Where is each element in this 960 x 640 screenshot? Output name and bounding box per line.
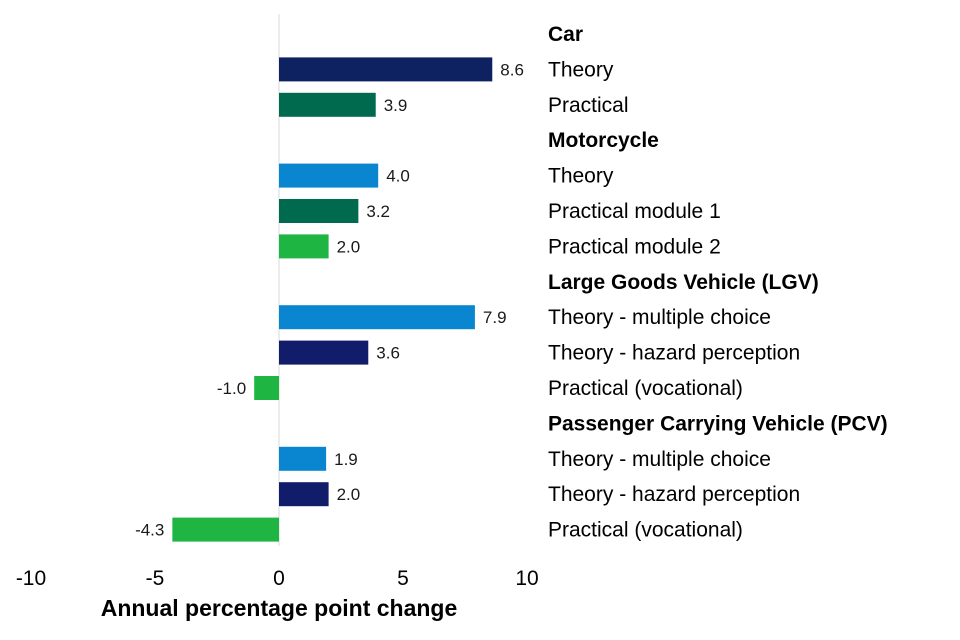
category-label: Theory xyxy=(548,58,614,81)
bar xyxy=(254,376,279,400)
group-label: Car xyxy=(548,23,583,46)
x-tick-label: 5 xyxy=(397,567,409,590)
group-label: Motorcycle xyxy=(548,129,659,152)
bar-value-label: 3.9 xyxy=(384,96,408,115)
bar xyxy=(172,517,279,542)
bar xyxy=(279,234,329,259)
x-tick-label: -5 xyxy=(146,567,165,590)
bar xyxy=(279,305,475,330)
category-label: Practical (vocational) xyxy=(548,519,743,542)
category-label: Theory - hazard perception xyxy=(548,483,800,506)
category-label: Theory - multiple choice xyxy=(548,448,771,471)
category-label: Practical xyxy=(548,94,629,117)
category-label: Theory - multiple choice xyxy=(548,306,771,329)
category-label: Practical module 1 xyxy=(548,200,721,223)
x-tick-label: 10 xyxy=(515,567,538,590)
bar-value-label: 2.0 xyxy=(337,237,361,256)
bar-value-label: 7.9 xyxy=(483,308,507,327)
bar-value-label: 3.2 xyxy=(366,202,390,221)
bar xyxy=(279,446,327,471)
x-tick-label: 0 xyxy=(273,567,285,590)
bar xyxy=(279,92,376,117)
x-tick-label: -10 xyxy=(16,567,46,590)
bar-value-label: 1.9 xyxy=(334,450,358,469)
bar-value-label: 3.6 xyxy=(376,344,400,363)
bar xyxy=(279,163,379,188)
group-label: Passenger Carrying Vehicle (PCV) xyxy=(548,412,888,435)
category-label: Practical module 2 xyxy=(548,235,721,258)
bar-value-label: 4.0 xyxy=(386,167,410,186)
category-label: Practical (vocational) xyxy=(548,377,743,400)
bar-value-label: 2.0 xyxy=(337,485,361,504)
category-label: Theory - hazard perception xyxy=(548,342,800,365)
bar-value-label: 8.6 xyxy=(500,60,524,79)
x-axis-title: Annual percentage point change xyxy=(101,595,458,621)
bar-value-label: -1.0 xyxy=(217,379,246,398)
bar xyxy=(279,57,493,82)
category-label: Theory xyxy=(548,165,614,188)
bar xyxy=(279,340,369,365)
bar xyxy=(279,199,359,223)
group-label: Large Goods Vehicle (LGV) xyxy=(548,271,819,294)
bar xyxy=(279,482,329,507)
bar-value-label: -4.3 xyxy=(135,521,164,540)
